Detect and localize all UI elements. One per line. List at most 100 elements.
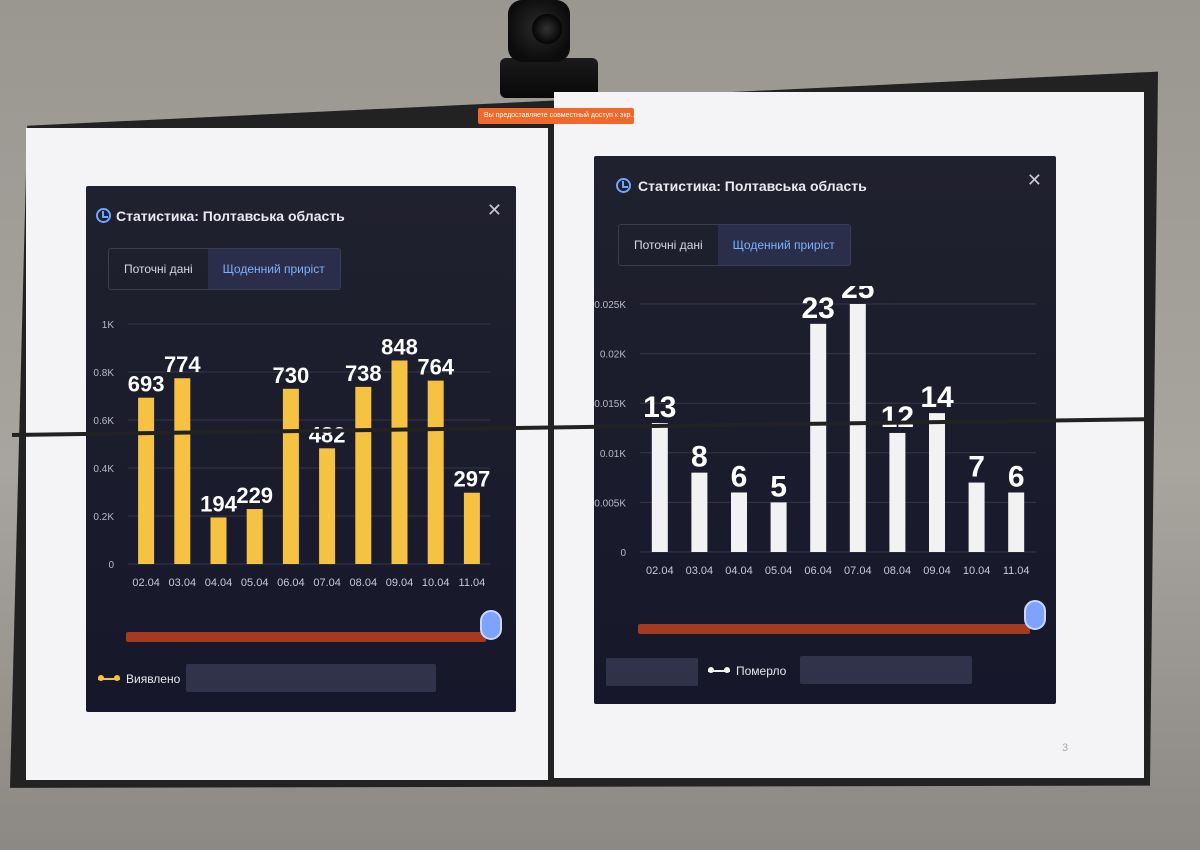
x-tick-label: 11.04 bbox=[1003, 565, 1030, 577]
bar bbox=[174, 378, 191, 564]
bar bbox=[651, 423, 668, 552]
bar bbox=[138, 397, 155, 564]
legend-label[interactable]: Виявлено bbox=[126, 672, 181, 686]
screen-share-notice: Вы предоставляете совместный доступ к эк… bbox=[478, 108, 634, 124]
data-label: 23 bbox=[802, 292, 835, 325]
x-tick-label: 06.04 bbox=[804, 565, 832, 577]
legend-line-icon bbox=[98, 675, 120, 681]
x-tick-label: 08.04 bbox=[350, 577, 378, 589]
bar bbox=[355, 386, 372, 564]
x-tick-label: 05.04 bbox=[241, 577, 269, 589]
bar bbox=[319, 448, 336, 564]
panel-title: Статистика: Полтавська область bbox=[116, 208, 345, 224]
bar bbox=[463, 492, 480, 564]
legend: Виявлено bbox=[98, 672, 180, 686]
y-tick-label: 1K bbox=[102, 320, 115, 331]
data-label: 774 bbox=[164, 352, 201, 377]
x-tick-label: 07.04 bbox=[313, 577, 341, 589]
clock-icon bbox=[616, 178, 631, 193]
y-tick-label: 0.02K bbox=[600, 350, 626, 361]
y-tick-label: 0 bbox=[620, 548, 626, 559]
bar bbox=[1008, 492, 1025, 552]
x-tick-label: 10.04 bbox=[963, 565, 991, 577]
bar bbox=[427, 380, 444, 564]
data-label: 848 bbox=[381, 334, 418, 359]
data-label: 229 bbox=[236, 483, 273, 508]
tab-daily-growth[interactable]: Щоденний приріст bbox=[207, 249, 340, 289]
blurred-legend-items bbox=[186, 664, 436, 692]
bar bbox=[731, 492, 747, 552]
bar-chart-deaths: 0 0.005K 0.01K 0.015K 0.02K 0.025K 13 02.04 8 03.… bbox=[594, 286, 1036, 577]
stats-panel-confirmed: Статистика: Полтавська область ✕ Поточні… bbox=[86, 186, 516, 712]
data-label: 6 bbox=[731, 460, 748, 493]
bar bbox=[968, 482, 985, 552]
tab-group: Поточні дані Щоденний приріст bbox=[108, 248, 341, 290]
range-scroll-handle[interactable] bbox=[480, 610, 502, 640]
data-label: 482 bbox=[309, 422, 346, 447]
blurred-legend-item bbox=[606, 658, 698, 686]
panel-title: Статистика: Полтавська область bbox=[638, 178, 867, 194]
x-tick-label: 02.04 bbox=[646, 565, 674, 577]
tab-current-data[interactable]: Поточні дані bbox=[124, 262, 193, 276]
x-tick-label: 02.04 bbox=[132, 577, 160, 589]
x-tick-label: 07.04 bbox=[844, 565, 872, 577]
data-label: 693 bbox=[128, 372, 165, 397]
y-tick-label: 0.6K bbox=[93, 416, 114, 427]
y-tick-label: 0.01K bbox=[600, 449, 626, 460]
tab-current-data[interactable]: Поточні дані bbox=[634, 238, 703, 252]
close-icon[interactable]: ✕ bbox=[1026, 170, 1042, 190]
bar-chart-confirmed: 0 0.2K 0.4K 0.6K 0.8K 1K 693 02.04 774 03.04 194 04… bbox=[93, 320, 491, 589]
slide-page-number: 3 bbox=[1062, 742, 1069, 754]
stats-panel-deaths: Статистика: Полтавська область ✕ Поточні… bbox=[594, 156, 1056, 704]
y-tick-label: 0.4K bbox=[93, 464, 114, 475]
tab-daily-growth[interactable]: Щоденний приріст bbox=[717, 225, 850, 265]
y-tick-label: 0.015K bbox=[594, 399, 626, 410]
x-tick-label: 08.04 bbox=[884, 565, 912, 577]
data-label: 13 bbox=[643, 391, 676, 424]
data-label: 12 bbox=[881, 401, 914, 434]
x-tick-label: 05.04 bbox=[765, 565, 793, 577]
y-tick-label: 0 bbox=[108, 560, 114, 571]
data-label: 297 bbox=[454, 467, 491, 492]
data-label: 7 bbox=[968, 451, 985, 484]
range-scroll-track[interactable] bbox=[126, 632, 486, 642]
range-scroll-handle[interactable] bbox=[1024, 600, 1046, 630]
ceiling-camera bbox=[500, 0, 600, 108]
screen-seam-vertical bbox=[548, 105, 554, 785]
x-tick-label: 04.04 bbox=[205, 577, 233, 589]
bar bbox=[282, 388, 299, 564]
bar bbox=[929, 413, 945, 552]
legend-label[interactable]: Померло bbox=[736, 664, 787, 678]
y-tick-label: 0.2K bbox=[93, 512, 114, 523]
data-label: 5 bbox=[770, 470, 787, 503]
y-tick-label: 0.005K bbox=[594, 498, 626, 509]
bar bbox=[246, 509, 263, 564]
data-label: 194 bbox=[200, 491, 237, 516]
x-tick-label: 06.04 bbox=[277, 577, 305, 589]
range-scroll-track[interactable] bbox=[638, 624, 1030, 634]
bar bbox=[849, 304, 866, 552]
clock-icon bbox=[96, 208, 111, 223]
x-tick-label: 04.04 bbox=[725, 565, 753, 577]
data-label: 738 bbox=[345, 361, 382, 386]
data-label: 14 bbox=[920, 381, 954, 414]
bar bbox=[770, 502, 787, 552]
legend: Померло bbox=[708, 664, 786, 678]
x-tick-label: 10.04 bbox=[422, 577, 450, 589]
y-tick-label: 0.025K bbox=[594, 300, 626, 311]
data-label: 6 bbox=[1008, 460, 1025, 493]
bar bbox=[810, 323, 827, 552]
close-icon[interactable]: ✕ bbox=[486, 200, 502, 220]
bar bbox=[391, 360, 408, 564]
x-tick-label: 09.04 bbox=[923, 565, 951, 577]
y-tick-label: 0.8K bbox=[93, 368, 114, 379]
x-tick-label: 03.04 bbox=[169, 577, 197, 589]
x-tick-label: 11.04 bbox=[459, 577, 486, 589]
bar bbox=[889, 432, 906, 552]
bar bbox=[210, 517, 227, 564]
data-label: 730 bbox=[273, 363, 310, 388]
tab-group: Поточні дані Щоденний приріст bbox=[618, 224, 851, 266]
legend-line-icon bbox=[708, 667, 730, 673]
data-label: 764 bbox=[417, 355, 454, 380]
data-label: 8 bbox=[691, 441, 708, 474]
